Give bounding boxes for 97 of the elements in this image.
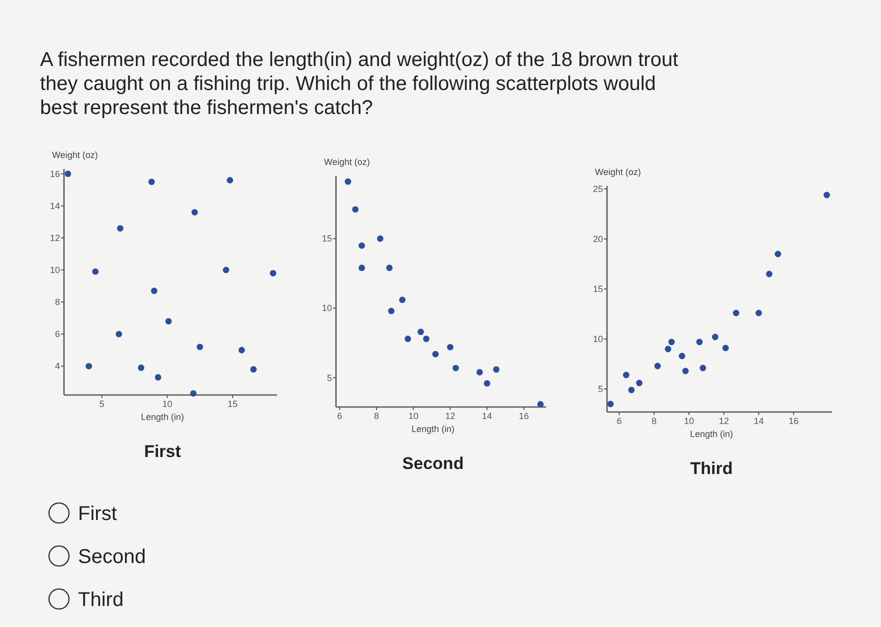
point	[668, 338, 675, 346]
y-tick-label: 8	[54, 297, 60, 308]
point	[226, 177, 234, 184]
text: Third	[690, 459, 733, 478]
x-tick-label: 10	[408, 411, 418, 421]
point	[116, 330, 122, 338]
point	[700, 364, 706, 372]
y-tick-label: 4	[54, 361, 60, 372]
point	[493, 366, 500, 373]
point	[190, 390, 197, 397]
point	[537, 401, 544, 408]
x-tick-label: 14	[754, 416, 764, 426]
x-tick-label: 10	[162, 399, 172, 409]
point	[386, 264, 393, 272]
point	[432, 350, 439, 358]
y-tick-label: 14	[50, 200, 60, 211]
point	[388, 308, 394, 314]
y-axis-title: Weight (oz)	[52, 150, 98, 160]
point	[404, 336, 412, 342]
point	[732, 310, 740, 316]
y-tick-label: 16	[50, 168, 60, 179]
point	[222, 266, 230, 274]
x-tick-label: 5	[99, 399, 104, 409]
point	[678, 352, 686, 360]
y-tick-label: 10	[50, 264, 60, 275]
text: A fishermen recorded the length(in) and weight(oz) of the 18 brown trout they caught on a fishing trip. Which of the following scatterplots would best represent the fishermen's catch?	[40, 49, 679, 119]
point	[270, 270, 276, 276]
point	[476, 369, 483, 376]
x-tick-label: 10	[684, 416, 694, 426]
y-tick-label: 10	[322, 303, 332, 314]
point	[447, 344, 454, 350]
point	[358, 264, 365, 272]
point	[712, 334, 718, 340]
point	[92, 268, 99, 275]
x-axis-title: Length (in)	[140, 412, 184, 422]
point	[636, 380, 642, 386]
point	[766, 270, 772, 278]
y-axis-title: Weight (oz)	[324, 157, 370, 167]
point	[682, 368, 689, 374]
x-tick-label: 6	[616, 416, 622, 426]
y-tick-label: 5	[326, 372, 332, 383]
y-axis-title: Weight (oz)	[595, 167, 641, 177]
y-tick-label: 20	[592, 234, 603, 244]
point	[377, 235, 384, 242]
point	[399, 296, 406, 304]
point	[138, 364, 144, 371]
y-tick-label: 5	[598, 384, 603, 394]
point	[607, 400, 614, 408]
y-tick-label: 15	[322, 234, 332, 244]
text: Second	[402, 454, 464, 473]
point	[774, 250, 782, 258]
text: Third	[78, 589, 124, 611]
point	[622, 372, 630, 378]
y-tick-label: 25	[592, 184, 603, 194]
text: First	[78, 503, 118, 525]
x-tick-label: 16	[518, 411, 529, 421]
x-tick-label: 12	[718, 416, 729, 426]
point	[452, 364, 459, 372]
x-axis-title: Length (in)	[690, 429, 734, 439]
point	[824, 192, 830, 198]
x-tick-label: 14	[482, 411, 492, 421]
y-tick-label: 6	[54, 329, 60, 340]
x-axis-title: Length (in)	[411, 424, 455, 434]
point	[196, 344, 204, 350]
point	[358, 242, 365, 249]
text: Second	[78, 546, 146, 568]
point	[86, 362, 92, 370]
y-tick-label: 15	[592, 284, 603, 294]
point	[352, 206, 359, 213]
point	[484, 380, 490, 387]
point	[664, 346, 672, 352]
y-tick-label: 10	[592, 334, 603, 344]
point	[423, 336, 430, 342]
point	[722, 344, 729, 352]
point	[654, 362, 661, 370]
point	[628, 386, 635, 394]
x-tick-label: 8	[374, 411, 380, 421]
point	[116, 225, 124, 232]
x-tick-label: 16	[788, 416, 799, 426]
point	[150, 288, 158, 294]
x-tick-label: 15	[228, 399, 238, 409]
point	[64, 170, 72, 178]
x-tick-label: 8	[652, 416, 657, 426]
point	[696, 338, 703, 346]
point	[238, 346, 245, 354]
point	[165, 318, 172, 324]
point	[344, 178, 352, 185]
point	[148, 178, 155, 186]
point	[191, 209, 198, 216]
point	[418, 328, 424, 336]
point	[250, 366, 257, 373]
x-tick-label: 12	[445, 411, 456, 421]
point	[756, 310, 762, 316]
y-tick-label: 12	[50, 232, 60, 243]
x-tick-label: 6	[337, 411, 342, 421]
point	[154, 374, 162, 381]
text: First	[144, 442, 182, 461]
